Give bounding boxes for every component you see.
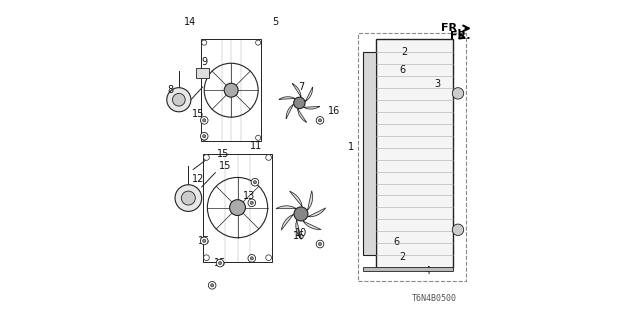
Circle shape [167, 88, 191, 112]
Text: 2: 2 [401, 47, 407, 57]
Text: 6: 6 [399, 65, 406, 75]
Circle shape [248, 199, 255, 207]
Circle shape [175, 185, 202, 212]
Text: 5: 5 [273, 17, 278, 27]
Bar [358, 33, 466, 281]
Polygon shape [308, 191, 312, 210]
Polygon shape [296, 220, 301, 239]
Text: 6: 6 [393, 237, 399, 247]
Circle shape [202, 40, 207, 45]
Circle shape [224, 83, 238, 97]
Text: 15: 15 [217, 149, 229, 159]
Bar [363, 267, 453, 271]
Circle shape [216, 259, 224, 267]
Circle shape [200, 132, 208, 140]
Circle shape [255, 40, 260, 45]
Circle shape [181, 191, 195, 205]
Text: 3: 3 [435, 79, 440, 89]
Text: 9: 9 [201, 57, 207, 67]
Circle shape [209, 282, 216, 289]
Circle shape [203, 239, 206, 243]
Circle shape [250, 201, 253, 204]
Polygon shape [279, 97, 295, 99]
Circle shape [294, 97, 305, 108]
Text: 15: 15 [219, 161, 231, 171]
Circle shape [202, 135, 207, 140]
Bar [363, 52, 376, 255]
Circle shape [200, 116, 208, 124]
Text: 1: 1 [348, 142, 354, 152]
Polygon shape [290, 191, 302, 206]
Text: 14: 14 [184, 17, 196, 27]
Polygon shape [292, 84, 301, 97]
Text: 4: 4 [425, 266, 431, 276]
Polygon shape [304, 107, 320, 109]
Circle shape [319, 243, 321, 246]
Text: T6N4B0500: T6N4B0500 [412, 294, 456, 303]
Text: FR.: FR. [450, 31, 470, 42]
Polygon shape [286, 105, 293, 119]
Text: 10: 10 [295, 228, 307, 238]
Polygon shape [303, 221, 321, 229]
Circle shape [255, 135, 260, 140]
Circle shape [452, 88, 464, 99]
Text: 12: 12 [192, 174, 204, 184]
Circle shape [204, 155, 209, 160]
Text: 16: 16 [293, 231, 305, 241]
Circle shape [248, 254, 255, 262]
Circle shape [173, 93, 185, 106]
Circle shape [251, 178, 259, 186]
Circle shape [200, 237, 208, 245]
Text: 15: 15 [214, 258, 227, 268]
Polygon shape [282, 215, 293, 230]
Circle shape [218, 261, 221, 265]
Circle shape [230, 200, 246, 215]
Text: 13: 13 [243, 191, 255, 202]
Text: 8: 8 [168, 85, 174, 95]
Circle shape [452, 224, 464, 236]
Circle shape [319, 119, 321, 122]
Polygon shape [276, 206, 296, 209]
Text: 15: 15 [198, 236, 211, 246]
Circle shape [203, 119, 206, 122]
Bar [201, 39, 261, 141]
Polygon shape [298, 109, 307, 122]
Text: FR.: FR. [441, 23, 461, 33]
Circle shape [294, 207, 308, 221]
Bar [203, 154, 273, 261]
Text: 7: 7 [298, 82, 304, 92]
Polygon shape [305, 87, 312, 101]
Bar [376, 39, 453, 268]
Circle shape [266, 155, 271, 160]
Circle shape [253, 180, 257, 184]
Circle shape [211, 284, 214, 287]
Circle shape [203, 135, 206, 138]
Circle shape [316, 116, 324, 124]
Polygon shape [308, 208, 326, 217]
Bar [196, 68, 209, 77]
Text: 16: 16 [328, 106, 340, 116]
Text: 15: 15 [192, 109, 204, 119]
Circle shape [250, 257, 253, 260]
Text: 2: 2 [399, 252, 406, 262]
Text: 11: 11 [250, 141, 262, 151]
Circle shape [316, 240, 324, 248]
Circle shape [204, 255, 209, 260]
Circle shape [266, 255, 271, 260]
